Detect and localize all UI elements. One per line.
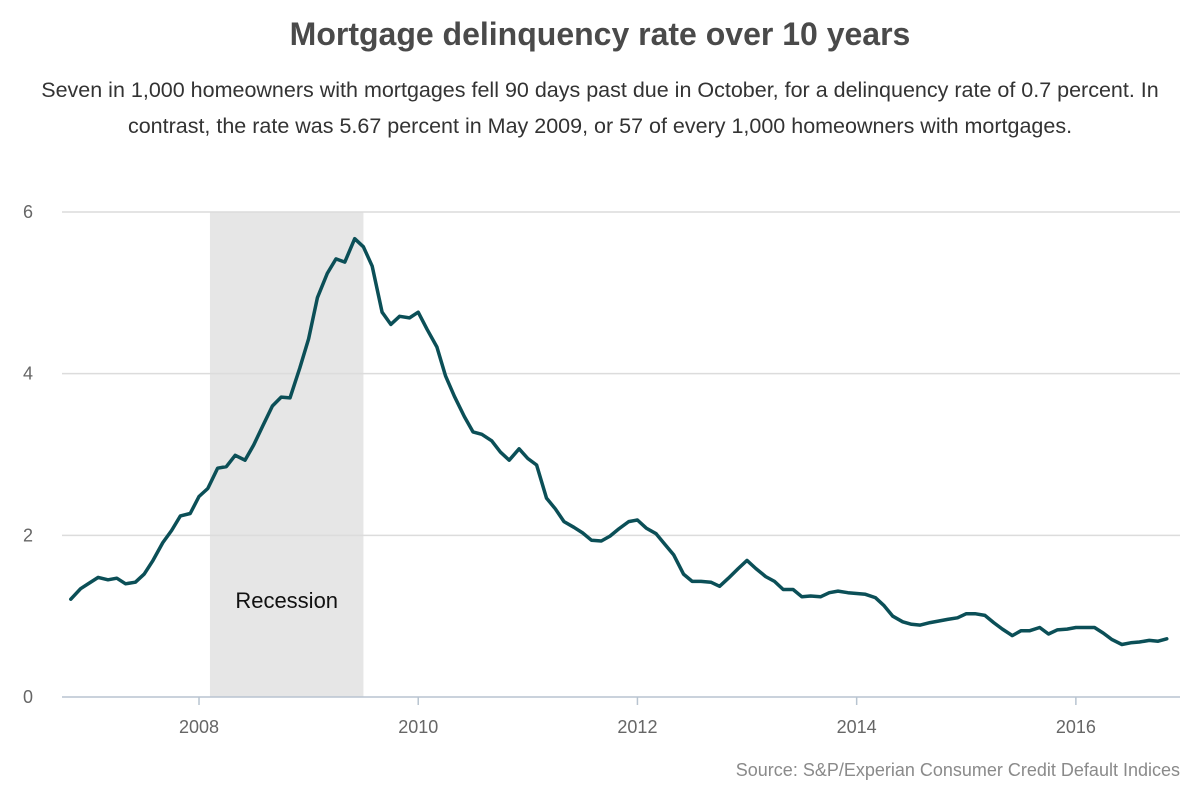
grid-layer xyxy=(62,211,1180,537)
chart-subtitle: Seven in 1,000 homeowners with mortgages… xyxy=(41,78,1159,138)
x-tick-label: 2014 xyxy=(837,717,877,737)
label-layer: Recession xyxy=(235,588,338,613)
chart-title: Mortgage delinquency rate over 10 years xyxy=(289,16,911,52)
x-tick-label: 2016 xyxy=(1056,717,1096,737)
x-tick-label: 2010 xyxy=(398,717,438,737)
recession-band xyxy=(209,212,364,697)
series-layer xyxy=(69,236,1169,647)
y-tick-label: 4 xyxy=(23,364,33,384)
x-tick-label: 2008 xyxy=(179,717,219,737)
recession-label: Recession xyxy=(235,588,338,613)
shaded-region-layer xyxy=(209,212,364,697)
series-line xyxy=(69,236,1169,647)
y-tick-label: 6 xyxy=(23,202,33,222)
y-tick-label: 0 xyxy=(23,687,33,707)
axis-layer: 0 2 4 6 2008 2010 2012 2014 2016 xyxy=(23,202,1180,737)
x-tick-label: 2012 xyxy=(617,717,657,737)
y-tick-label: 2 xyxy=(23,525,33,545)
source-note: Source: S&P/Experian Consumer Credit Def… xyxy=(735,760,1180,780)
